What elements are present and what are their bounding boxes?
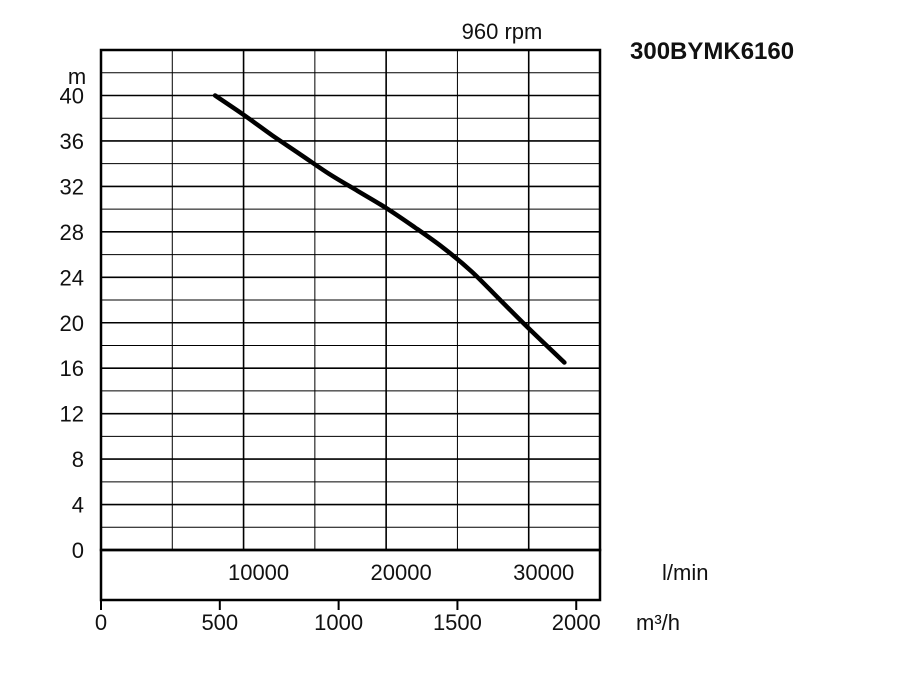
series-layer <box>212 93 567 365</box>
y-tick-label: 12 <box>60 402 84 427</box>
x-tick-label-m3h: 1500 <box>433 610 482 635</box>
grid <box>101 50 600 550</box>
model-label: 300BYMK6160 <box>630 38 794 65</box>
x-tick-label-m3h: 2000 <box>552 610 601 635</box>
y-tick-label: 16 <box>60 356 84 381</box>
x-axis-unit-primary: l/min <box>662 560 708 585</box>
y-tick-label: 28 <box>60 220 84 245</box>
x-axis-unit-secondary: m³/h <box>636 610 680 635</box>
y-tick-label: 4 <box>72 493 84 518</box>
x-tick-label-lmin: 30000 <box>513 560 574 585</box>
y-tick-label: 40 <box>60 84 84 109</box>
x-tick-label-lmin: 20000 <box>371 560 432 585</box>
x-tick-label-m3h: 0 <box>95 610 107 635</box>
x-tick-label-lmin: 10000 <box>228 560 289 585</box>
x-tick-label-m3h: 1000 <box>314 610 363 635</box>
y-axis-label: m <box>68 64 86 89</box>
y-tick-label: 8 <box>72 447 84 472</box>
y-tick-label: 20 <box>60 311 84 336</box>
y-tick-label: 24 <box>60 265 84 290</box>
flow-axis-box <box>99 548 602 602</box>
chart-title: 960 rpm <box>462 19 543 44</box>
x-tick-label-m3h: 500 <box>201 610 238 635</box>
y-tick-label: 36 <box>60 129 84 154</box>
axis-ticks: 0 4 8 12 16 20 24 28 32 36 40 10000 20000 30000 0 500 10… <box>60 84 601 636</box>
head-curve-line <box>212 93 567 365</box>
y-tick-label: 0 <box>72 538 84 563</box>
y-tick-label: 32 <box>60 174 84 199</box>
